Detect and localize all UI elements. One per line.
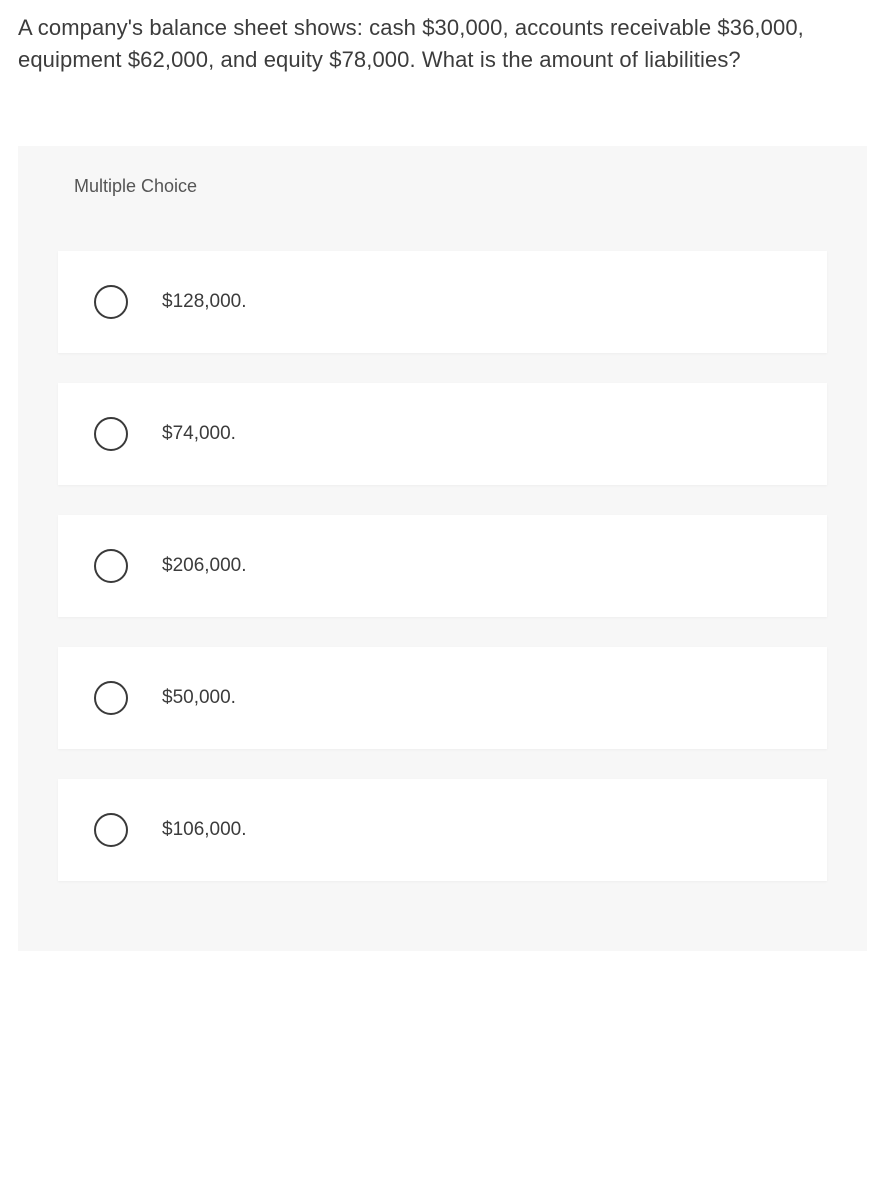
choices-list: $128,000. $74,000. $206,000. $50,000. $1… [18, 227, 867, 881]
radio-icon[interactable] [94, 681, 128, 715]
choice-label: $106,000. [162, 819, 247, 841]
radio-icon[interactable] [94, 285, 128, 319]
radio-icon[interactable] [94, 417, 128, 451]
choice-option[interactable]: $128,000. [58, 251, 827, 353]
choice-label: $74,000. [162, 423, 236, 445]
choice-option[interactable]: $206,000. [58, 515, 827, 617]
choice-option[interactable]: $50,000. [58, 647, 827, 749]
multiple-choice-header: Multiple Choice [18, 146, 867, 227]
radio-icon[interactable] [94, 549, 128, 583]
multiple-choice-panel: Multiple Choice $128,000. $74,000. $206,… [18, 146, 867, 951]
choice-label: $50,000. [162, 687, 236, 709]
choice-label: $128,000. [162, 291, 247, 313]
choice-option[interactable]: $106,000. [58, 779, 827, 881]
question-area: A company's balance sheet shows: cash $3… [0, 0, 885, 86]
choice-option[interactable]: $74,000. [58, 383, 827, 485]
choice-label: $206,000. [162, 555, 247, 577]
question-text: A company's balance sheet shows: cash $3… [18, 12, 867, 76]
radio-icon[interactable] [94, 813, 128, 847]
